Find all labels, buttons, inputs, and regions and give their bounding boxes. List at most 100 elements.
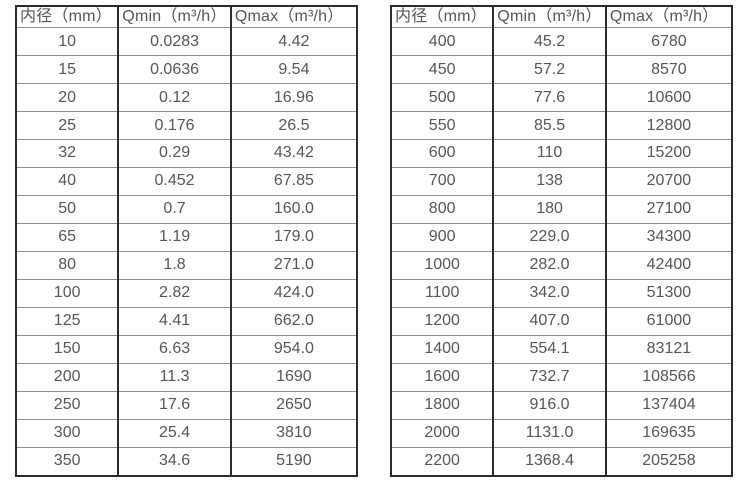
table-row: 1400 554.1 83121 [389, 334, 734, 364]
table-cell: 3810 [229, 418, 359, 448]
table-cell: 0.0283 [117, 27, 232, 57]
table-cell: 108566 [604, 362, 734, 392]
table-cell: 407.0 [492, 306, 607, 336]
table-cell: 0.29 [117, 139, 232, 169]
table-cell: 6780 [604, 27, 734, 57]
table-cell: 2000 [389, 418, 495, 448]
table-cell: 662.0 [229, 306, 359, 336]
table-cell: 20700 [604, 167, 734, 197]
table-cell: 27100 [604, 195, 734, 225]
table-row: 65 1.19 179.0 [14, 223, 359, 253]
table-cell: 110 [492, 139, 607, 169]
table-row: 800 180 27100 [389, 195, 734, 225]
table-row: 10 0.0283 4.42 [14, 27, 359, 57]
table-cell: 45.2 [492, 27, 607, 57]
table-cell: 137404 [604, 390, 734, 420]
table-cell: 2200 [389, 446, 495, 477]
table-cell: 61000 [604, 306, 734, 336]
table-row: 350 34.6 5190 [14, 446, 359, 477]
table-row: 150 6.63 954.0 [14, 334, 359, 364]
table-cell: 1690 [229, 362, 359, 392]
table-cell: 900 [389, 223, 495, 253]
table-cell: 954.0 [229, 334, 359, 364]
table-body: 10 0.0283 4.42 15 0.0636 9.54 20 0.12 16.96 25 0.1… [14, 27, 359, 477]
table-row: 32 0.29 43.42 [14, 139, 359, 169]
table-cell: 83121 [604, 334, 734, 364]
table-cell: 42400 [604, 251, 734, 280]
table-row: 80 1.8 271.0 [14, 251, 359, 280]
table-cell: 732.7 [492, 362, 607, 392]
table-cell: 554.1 [492, 334, 607, 364]
table-header-row: 内径（mm） Qmin（m³/h） Qmax（m³/h） [14, 5, 359, 29]
table-cell: 250 [14, 390, 120, 420]
column-header: Qmax（m³/h） [604, 5, 734, 29]
table-cell: 271.0 [229, 251, 359, 280]
table-cell: 169635 [604, 418, 734, 448]
table-cell: 9.54 [229, 55, 359, 85]
table-cell: 1131.0 [492, 418, 607, 448]
table-row: 300 25.4 3810 [14, 418, 359, 448]
table-row: 40 0.452 67.85 [14, 167, 359, 197]
table-body: 400 45.2 6780 450 57.2 8570 500 77.6 10600 550 85.… [389, 27, 734, 477]
column-header: Qmin（m³/h） [117, 5, 232, 29]
table-row: 1200 407.0 61000 [389, 306, 734, 336]
table-row: 400 45.2 6780 [389, 27, 734, 57]
table-cell: 16.96 [229, 83, 359, 113]
table-cell: 11.3 [117, 362, 232, 392]
table-cell: 205258 [604, 446, 734, 477]
table-row: 100 2.82 424.0 [14, 278, 359, 308]
table-cell: 10600 [604, 83, 734, 113]
table-cell: 424.0 [229, 278, 359, 308]
table-cell: 179.0 [229, 223, 359, 253]
table-cell: 0.452 [117, 167, 232, 197]
table-cell: 80 [14, 251, 120, 280]
column-header: 内径（mm） [14, 5, 120, 29]
table-cell: 43.42 [229, 139, 359, 169]
table-cell: 1100 [389, 278, 495, 308]
table-cell: 67.85 [229, 167, 359, 197]
table-header-row: 内径（mm） Qmin（m³/h） Qmax（m³/h） [389, 5, 734, 29]
table-cell: 550 [389, 111, 495, 141]
table-cell: 1200 [389, 306, 495, 336]
table-row: 700 138 20700 [389, 167, 734, 197]
table-row: 250 17.6 2650 [14, 390, 359, 420]
table-cell: 77.6 [492, 83, 607, 113]
table-cell: 0.7 [117, 195, 232, 225]
table-cell: 150 [14, 334, 120, 364]
table-cell: 15 [14, 55, 120, 85]
header-row: 内径（mm） Qmin（m³/h） Qmax（m³/h） [389, 5, 734, 29]
table-cell: 2650 [229, 390, 359, 420]
table-row: 900 229.0 34300 [389, 223, 734, 253]
table-row: 200 11.3 1690 [14, 362, 359, 392]
table-cell: 700 [389, 167, 495, 197]
table-cell: 51300 [604, 278, 734, 308]
table-cell: 1400 [389, 334, 495, 364]
table-cell: 500 [389, 83, 495, 113]
table-cell: 4.42 [229, 27, 359, 57]
table-cell: 4.41 [117, 306, 232, 336]
flow-range-table-large-diameters: 内径（mm） Qmin（m³/h） Qmax（m³/h） 400 45.2 6780 45… [389, 5, 734, 477]
flow-range-table-small-diameters: 内径（mm） Qmin（m³/h） Qmax（m³/h） 10 0.0283 4.42 1… [14, 5, 359, 477]
table-cell: 12800 [604, 111, 734, 141]
table-cell: 600 [389, 139, 495, 169]
table-cell: 300 [14, 418, 120, 448]
table-cell: 282.0 [492, 251, 607, 280]
header-row: 内径（mm） Qmin（m³/h） Qmax（m³/h） [14, 5, 359, 29]
table-cell: 138 [492, 167, 607, 197]
table-cell: 32 [14, 139, 120, 169]
table-cell: 400 [389, 27, 495, 57]
table-cell: 25.4 [117, 418, 232, 448]
table-cell: 15200 [604, 139, 734, 169]
table-cell: 1600 [389, 362, 495, 392]
table-row: 50 0.7 160.0 [14, 195, 359, 225]
table-cell: 200 [14, 362, 120, 392]
table-cell: 160.0 [229, 195, 359, 225]
table-cell: 57.2 [492, 55, 607, 85]
table-cell: 6.63 [117, 334, 232, 364]
table-row: 1600 732.7 108566 [389, 362, 734, 392]
table-row: 1800 916.0 137404 [389, 390, 734, 420]
table-cell: 1000 [389, 251, 495, 280]
table-row: 500 77.6 10600 [389, 83, 734, 113]
table-row: 15 0.0636 9.54 [14, 55, 359, 85]
